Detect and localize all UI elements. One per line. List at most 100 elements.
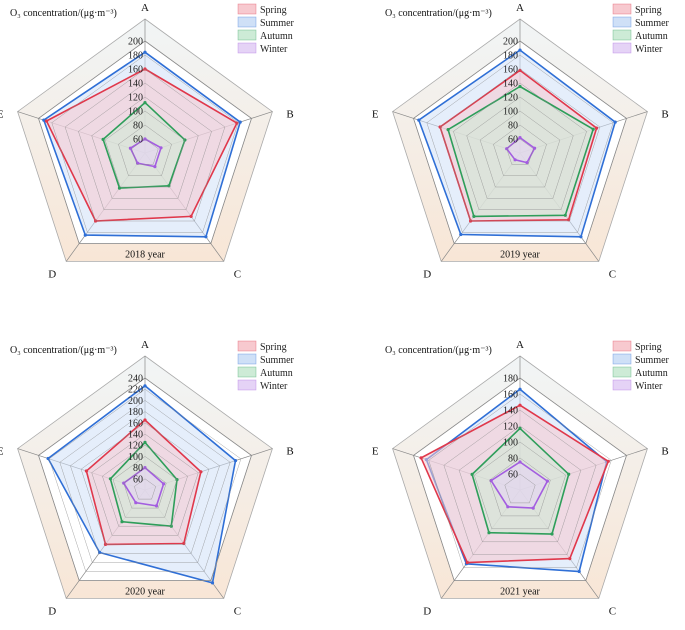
axis-label-b: B <box>661 109 668 121</box>
data-point-spring <box>143 418 147 422</box>
radar-panel-1: 60 80 100 120 140 160 180 200 A B C D E 2018 year O₃ c… <box>0 2 295 280</box>
data-point-winter <box>518 460 522 464</box>
legend-label-summer: Summer <box>260 355 295 366</box>
unit-label: O₃ concentration/(μg·m⁻³) <box>385 345 492 356</box>
grid-ring <box>443 409 597 555</box>
axis-label-e: E <box>372 109 379 121</box>
data-point-autumn <box>563 213 567 217</box>
grid-ring <box>112 456 178 518</box>
data-point-summer <box>238 120 242 124</box>
axis-label-d: D <box>423 268 431 280</box>
axis-label-b: B <box>286 109 293 121</box>
year-label: 2021 year <box>500 587 540 598</box>
tick-label: 80 <box>133 121 143 132</box>
legend-swatch-winter <box>612 42 632 54</box>
grid-ring <box>118 124 172 176</box>
legend-label-winter: Winter <box>635 381 663 392</box>
legend-swatch-spring <box>612 3 632 15</box>
data-point-spring <box>595 126 599 130</box>
tick-label: 120 <box>503 422 518 433</box>
legend-swatch-autumn <box>237 366 257 378</box>
axis-label-a: A <box>141 339 149 351</box>
legend-label-summer: Summer <box>260 18 295 29</box>
grid-ring <box>51 54 239 233</box>
data-point-summer <box>42 118 46 122</box>
tick-label: 180 <box>128 51 143 62</box>
grid-ring <box>102 444 188 527</box>
data-point-summer <box>518 48 522 52</box>
data-point-summer <box>577 569 581 574</box>
axis-label-a: A <box>141 2 149 14</box>
tick-label: 200 <box>503 37 518 48</box>
legend-swatch-autumn <box>237 29 257 41</box>
data-point-autumn <box>117 186 122 190</box>
axis-label-c: C <box>609 605 616 617</box>
data-point-autumn <box>591 127 595 131</box>
data-point-spring <box>44 119 49 123</box>
tick-label: 100 <box>503 438 518 449</box>
data-point-autumn <box>143 440 147 444</box>
data-point-autumn <box>518 84 522 89</box>
legend-swatch-spring <box>237 3 257 15</box>
legend-label-spring: Spring <box>635 5 662 16</box>
grid-ring <box>479 110 561 188</box>
grid-ring <box>466 96 574 199</box>
legend-label-spring: Spring <box>260 5 287 16</box>
tick-label: 100 <box>128 107 143 118</box>
grid-ring <box>134 478 156 500</box>
tick-label: 120 <box>128 93 143 104</box>
data-point-autumn <box>550 532 554 536</box>
tick-label: 80 <box>133 463 143 474</box>
grid-ring <box>59 400 231 563</box>
tick-label: 60 <box>508 470 518 481</box>
grid-ring <box>91 433 199 536</box>
data-point-winter <box>159 146 163 150</box>
axis-label-d: D <box>48 268 56 280</box>
data-point-summer <box>459 232 463 237</box>
axis-label-e: E <box>372 446 379 458</box>
data-point-spring <box>189 214 193 218</box>
tick-label: 140 <box>128 430 143 441</box>
series-winter <box>129 138 162 168</box>
data-point-autumn <box>487 531 491 535</box>
axis-label-b: B <box>286 446 293 458</box>
data-point-spring <box>518 403 522 407</box>
year-label: 2018 year <box>125 250 165 261</box>
tick-label: 200 <box>128 396 143 407</box>
legend-label-summer: Summer <box>635 18 670 29</box>
grid-ring <box>80 422 210 545</box>
legend-label-autumn: Autumn <box>260 368 293 379</box>
axis-label-c: C <box>234 605 241 617</box>
tick-label: 100 <box>128 452 143 463</box>
legend-label-spring: Spring <box>260 342 287 353</box>
legend-label-winter: Winter <box>260 44 288 55</box>
axis-label-e: E <box>0 446 4 458</box>
data-point-spring <box>84 469 88 473</box>
unit-label: O₃ concentration/(μg·m⁻³) <box>10 345 117 356</box>
legend-label-winter: Winter <box>635 44 663 55</box>
data-point-autumn <box>101 137 105 141</box>
tick-label: 100 <box>503 107 518 118</box>
axis-label-a: A <box>516 2 524 14</box>
legend-label-autumn: Autumn <box>260 31 293 42</box>
tick-label: 60 <box>133 474 143 485</box>
grid-ring <box>489 457 551 517</box>
grid-ring <box>504 473 536 504</box>
data-point-winter <box>162 482 166 486</box>
data-point-summer <box>233 459 238 463</box>
data-point-summer <box>143 50 147 54</box>
data-point-winter <box>128 146 132 150</box>
data-point-autumn <box>567 472 571 476</box>
axis-label-d: D <box>423 605 431 617</box>
tick-label: 220 <box>128 385 143 396</box>
legend-swatch-spring <box>237 340 257 352</box>
data-point-summer <box>210 581 215 585</box>
legend-swatch-summer <box>237 16 257 28</box>
data-point-spring <box>568 557 572 561</box>
tick-label: 240 <box>128 374 143 385</box>
grid-ring <box>123 467 167 509</box>
data-point-summer <box>143 384 147 388</box>
grid-ring <box>104 110 186 188</box>
legend-swatch-autumn <box>612 366 632 378</box>
